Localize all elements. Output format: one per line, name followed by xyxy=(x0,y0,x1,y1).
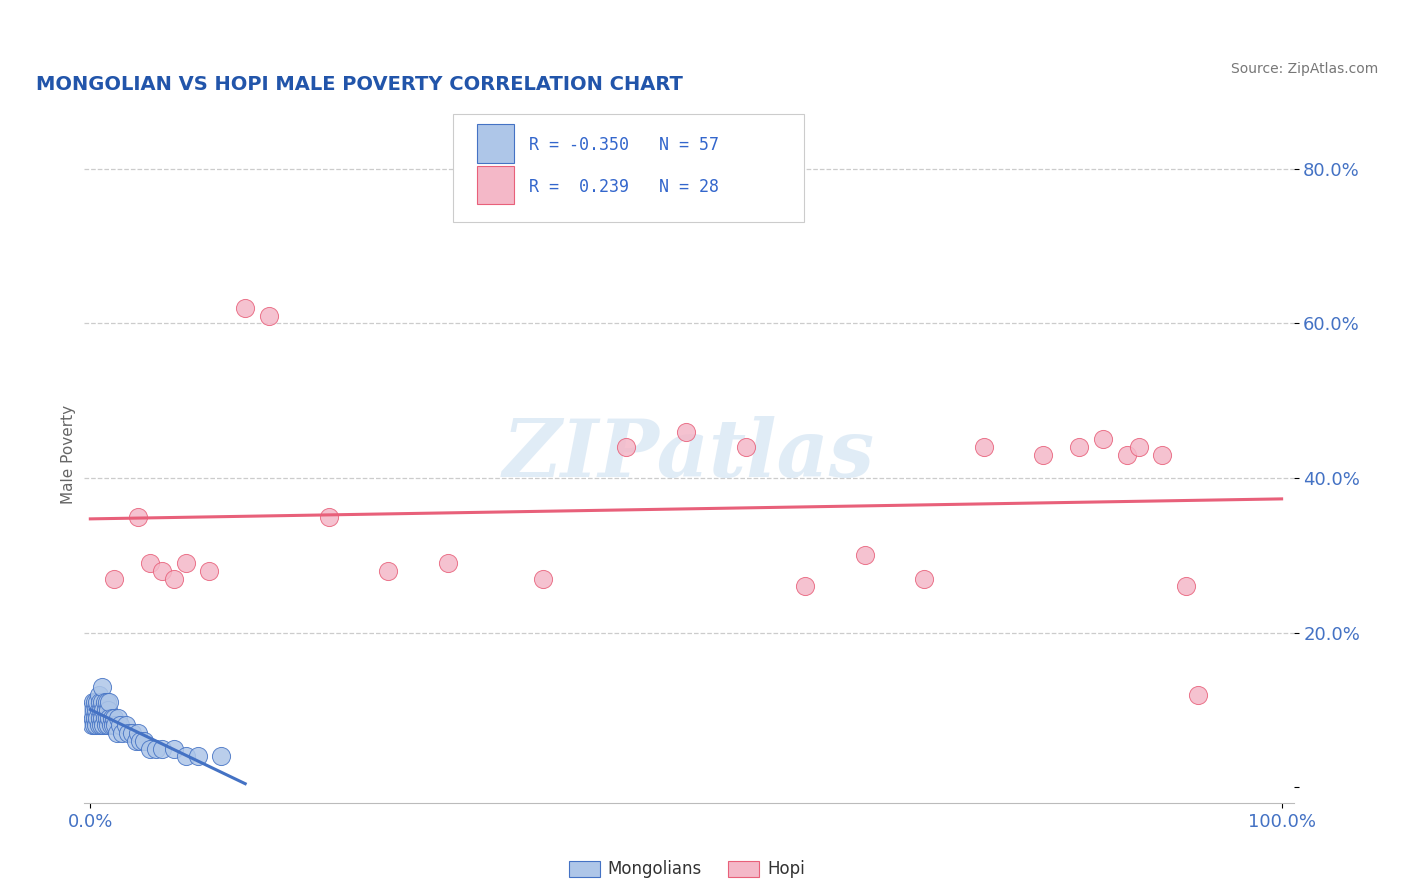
Point xyxy=(91,695,114,709)
Point xyxy=(98,711,121,725)
Point xyxy=(98,695,121,709)
Point xyxy=(616,440,638,454)
Text: Mongolians: Mongolians xyxy=(607,860,702,878)
Point xyxy=(103,572,125,586)
Point xyxy=(97,718,120,732)
Point xyxy=(91,711,114,725)
Point xyxy=(973,440,995,454)
Text: R =  0.239   N = 28: R = 0.239 N = 28 xyxy=(529,178,720,196)
Point xyxy=(150,564,173,578)
Point xyxy=(124,734,146,748)
Point xyxy=(97,703,120,717)
Point xyxy=(132,734,155,748)
Point xyxy=(90,718,112,732)
Point xyxy=(93,695,115,709)
Point xyxy=(257,309,280,323)
Point xyxy=(734,440,756,454)
Point xyxy=(1091,433,1114,447)
Point xyxy=(163,741,186,756)
Point xyxy=(912,572,935,586)
Point xyxy=(94,703,117,717)
Point xyxy=(82,711,104,725)
FancyBboxPatch shape xyxy=(478,166,513,204)
Point xyxy=(89,695,111,709)
Point xyxy=(1128,440,1150,454)
Point xyxy=(531,572,554,586)
Point xyxy=(121,726,143,740)
Text: ZIPatlas: ZIPatlas xyxy=(503,417,875,493)
Point xyxy=(104,718,127,732)
Point xyxy=(87,718,110,732)
Point xyxy=(107,711,129,725)
Point xyxy=(90,703,112,717)
Point xyxy=(84,711,107,725)
Point xyxy=(794,579,817,593)
Point xyxy=(1175,579,1198,593)
Point xyxy=(377,564,399,578)
Point xyxy=(139,741,162,756)
Point xyxy=(96,695,118,709)
Text: Hopi: Hopi xyxy=(768,860,806,878)
Point xyxy=(86,711,108,725)
Point xyxy=(93,703,115,717)
Text: MONGOLIAN VS HOPI MALE POVERTY CORRELATION CHART: MONGOLIAN VS HOPI MALE POVERTY CORRELATI… xyxy=(37,75,683,95)
Point xyxy=(198,564,221,578)
Text: Source: ZipAtlas.com: Source: ZipAtlas.com xyxy=(1230,62,1378,77)
Point xyxy=(853,549,876,563)
Point xyxy=(436,556,458,570)
Point xyxy=(145,741,167,756)
FancyBboxPatch shape xyxy=(478,124,513,162)
Point xyxy=(87,703,110,717)
Point xyxy=(82,695,104,709)
Point xyxy=(117,726,139,740)
Point xyxy=(103,711,125,725)
Point xyxy=(87,688,110,702)
Point xyxy=(89,711,111,725)
Point xyxy=(1115,448,1137,462)
Point xyxy=(100,718,122,732)
Point xyxy=(209,749,232,764)
Point xyxy=(96,711,118,725)
Point xyxy=(174,556,197,570)
Point xyxy=(84,695,107,709)
Point xyxy=(86,695,108,709)
Point xyxy=(115,718,138,732)
Point xyxy=(93,711,115,725)
Point xyxy=(83,703,105,717)
Text: R = -0.350   N = 57: R = -0.350 N = 57 xyxy=(529,136,720,154)
Point xyxy=(105,726,128,740)
Point xyxy=(675,425,697,439)
Point xyxy=(83,718,105,732)
Point xyxy=(79,703,101,717)
Point xyxy=(1187,688,1209,702)
Point xyxy=(1067,440,1090,454)
Point xyxy=(163,572,186,586)
Point xyxy=(1152,448,1174,462)
Point xyxy=(94,718,117,732)
Point xyxy=(127,726,149,740)
Point xyxy=(111,726,134,740)
Point xyxy=(186,749,208,764)
Point xyxy=(139,556,162,570)
Point xyxy=(150,741,173,756)
Y-axis label: Male Poverty: Male Poverty xyxy=(60,405,76,505)
Point xyxy=(93,718,115,732)
Point xyxy=(84,703,107,717)
Point xyxy=(318,509,340,524)
Point xyxy=(233,301,256,315)
Point xyxy=(127,509,149,524)
Point xyxy=(129,734,152,748)
Point xyxy=(91,680,114,694)
Point xyxy=(84,718,107,732)
Point xyxy=(80,718,103,732)
Point xyxy=(174,749,197,764)
Point xyxy=(101,718,124,732)
Point xyxy=(1032,448,1054,462)
Point xyxy=(108,718,131,732)
FancyBboxPatch shape xyxy=(453,114,804,222)
Point xyxy=(100,711,122,725)
